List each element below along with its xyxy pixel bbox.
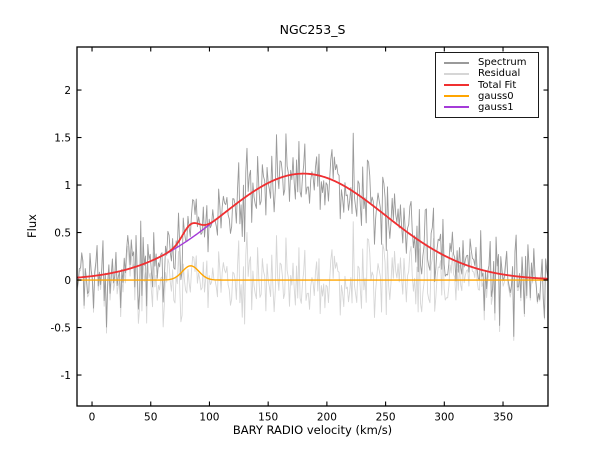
legend-item-total-fit: Total Fit — [440, 79, 532, 91]
gauss0-line-swatch — [444, 95, 469, 98]
residual-trace — [77, 221, 548, 341]
plot-title: NGC253_S — [279, 22, 346, 37]
x-tick-label: 0 — [89, 412, 96, 424]
legend-label: gauss1 — [478, 101, 514, 113]
total-fit-curve — [77, 172, 548, 280]
legend-label: Residual — [478, 68, 521, 80]
gauss0-curve — [77, 265, 548, 281]
legend-item-gauss0: gauss0 — [440, 91, 532, 102]
legend-item-spectrum: Spectrum — [440, 57, 532, 68]
y-tick-label: 1 — [64, 180, 71, 192]
y-tick-label: -1 — [61, 370, 71, 382]
total-fit-line-swatch — [444, 84, 469, 86]
spectrum-trace — [77, 132, 548, 337]
x-tick-label: 150 — [258, 412, 278, 424]
y-tick-label: 0.5 — [54, 227, 71, 239]
x-tick-label: 50 — [144, 412, 157, 424]
spectrum-line-swatch — [444, 61, 469, 64]
x-tick-label: 250 — [376, 412, 396, 424]
legend-label: Spectrum — [478, 57, 527, 69]
legend-label: gauss0 — [478, 90, 514, 102]
x-tick-label: 350 — [493, 412, 513, 424]
x-tick-label: 300 — [434, 412, 454, 424]
legend-item-residual: Residual — [440, 68, 532, 79]
legend-label: Total Fit — [478, 79, 517, 91]
legend-box: Spectrum Residual Total Fit gauss0 gauss… — [435, 52, 539, 118]
legend-item-gauss1: gauss1 — [440, 102, 532, 113]
y-tick-label: 1.5 — [54, 132, 71, 144]
axes-frame — [76, 46, 549, 407]
y-tick-label: -0.5 — [51, 322, 72, 334]
y-tick-label: 2 — [64, 85, 71, 97]
y-axis-label: Flux — [25, 214, 39, 238]
y-tick-label: 0 — [64, 275, 71, 287]
x-tick-label: 100 — [199, 412, 219, 424]
x-tick-label: 200 — [317, 412, 337, 424]
x-axis-label: BARY RADIO velocity (km/s) — [232, 423, 393, 437]
gauss1-line-swatch — [444, 106, 469, 109]
residual-line-swatch — [444, 72, 469, 75]
